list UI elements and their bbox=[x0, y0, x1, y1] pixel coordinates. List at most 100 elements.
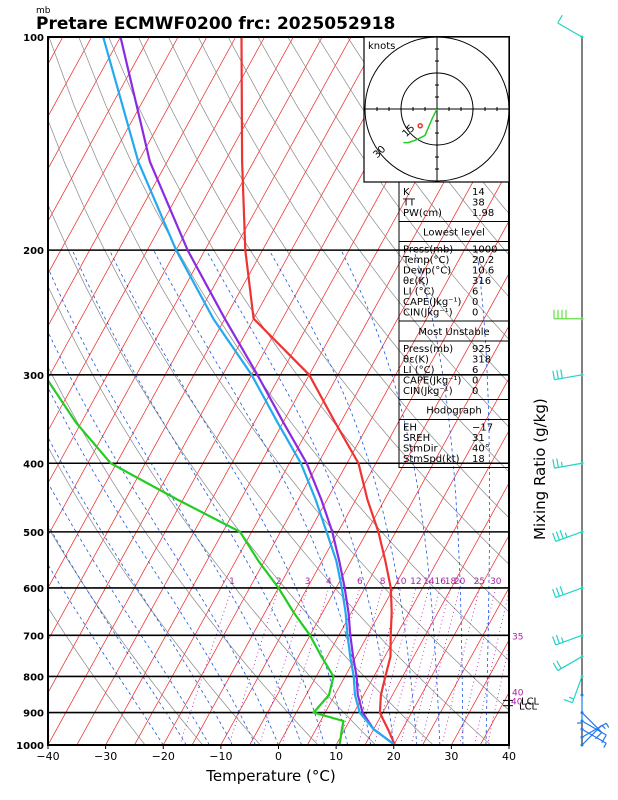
indices-row-name: PW(cm) bbox=[403, 208, 442, 219]
wind-barb-flag bbox=[552, 588, 557, 598]
hodograph-stats-row-value: 31 bbox=[472, 433, 485, 444]
isotherm-line bbox=[48, 37, 179, 275]
mixing-ratio-line bbox=[387, 587, 430, 745]
hodograph-stats-row-name: StmSpd(kt) bbox=[403, 454, 460, 465]
wind-barb-shaft bbox=[554, 374, 583, 381]
hodograph-trace bbox=[403, 108, 438, 144]
hodograph-unit-label: knots bbox=[368, 41, 395, 52]
temperature-tick-labels: −40 −30 −20 −10 0 10 20 30 40 bbox=[36, 745, 516, 763]
isotherm-line bbox=[191, 168, 509, 745]
moist-adiabat-line bbox=[71, 249, 325, 745]
dry-adiabat-line bbox=[108, 37, 509, 613]
hodograph-stats-row-value: −17 bbox=[472, 423, 493, 434]
pressure-tick-label: 1000 bbox=[16, 741, 44, 752]
hodograph-trace-line bbox=[403, 108, 438, 144]
wind-barb-flag bbox=[555, 531, 561, 541]
lowest-level-row-value: 0 bbox=[472, 297, 478, 308]
most-unstable-row-name: θε(K) bbox=[403, 355, 429, 366]
moist-adiabat-line bbox=[48, 524, 187, 745]
hodograph-stats-row-name: SREH bbox=[403, 433, 430, 444]
pressure-tick-label: 100 bbox=[23, 33, 44, 44]
mixing-ratio-label: 10 bbox=[395, 577, 407, 587]
wind-barb-flag bbox=[556, 660, 562, 669]
wind-barb-shaft bbox=[555, 531, 583, 543]
moist-adiabat-line bbox=[48, 330, 279, 745]
mixing-ratio-label: 20 bbox=[454, 577, 466, 587]
mixing-ratio-line bbox=[179, 587, 233, 745]
dry-adiabat-line bbox=[78, 37, 509, 661]
isotherm-line bbox=[48, 37, 265, 432]
pressure-tick-label: 700 bbox=[23, 631, 44, 642]
wind-barb-base bbox=[580, 461, 584, 465]
mixing-ratio-line bbox=[410, 587, 451, 745]
chart-title: Pretare ECMWF0200 frc: 2025052918 bbox=[36, 14, 395, 34]
hodograph-stats-row-name: StmDir bbox=[403, 444, 438, 455]
wind-barb-shaft bbox=[555, 634, 583, 646]
wind-barb-half-flag bbox=[560, 461, 563, 467]
dry-adiabat-line bbox=[287, 37, 509, 340]
dry-adiabat-line bbox=[48, 285, 376, 745]
lcl-label: LCL bbox=[521, 696, 540, 707]
pressure-tick-label: 500 bbox=[23, 528, 44, 539]
wind-barb-flag bbox=[552, 370, 556, 380]
lowest-level-heading: Lowest level bbox=[423, 228, 485, 239]
temperature-tick-label: 40 bbox=[502, 750, 516, 763]
wind-barb-flag bbox=[552, 459, 556, 469]
isotherm-line bbox=[307, 377, 509, 745]
isotherm-line bbox=[422, 587, 509, 745]
x-axis-label: Temperature (°C) bbox=[205, 767, 335, 785]
isotherm-line bbox=[48, 37, 208, 327]
most-unstable-row-value: 0 bbox=[472, 386, 478, 397]
indices-row-value: 1.98 bbox=[472, 208, 494, 219]
most-unstable-row-name: LI (°C) bbox=[403, 365, 435, 376]
lowest-level-row-name: Dewp(°C) bbox=[403, 266, 451, 277]
most-unstable-row-value: 6 bbox=[472, 365, 478, 376]
wind-barb-shaft bbox=[571, 676, 583, 703]
wind-barb-base bbox=[580, 373, 584, 377]
lowest-level-row-value: 6 bbox=[472, 287, 478, 298]
isotherm-line bbox=[364, 482, 509, 745]
wind-barb-flag bbox=[556, 458, 559, 468]
mixing-ratio-line bbox=[259, 587, 308, 745]
mixing-ratio-label: 4 bbox=[326, 577, 332, 587]
wind-barb-flag bbox=[560, 369, 563, 379]
isotherm-line bbox=[508, 744, 509, 745]
wind-barb-flag bbox=[552, 636, 557, 646]
temperature-line bbox=[240, 37, 396, 745]
lowest-level-row-name: CIN(Jkg⁻¹) bbox=[403, 308, 453, 319]
isotherm-line bbox=[48, 37, 237, 380]
temperature-tick-label: 20 bbox=[387, 750, 401, 763]
mixing-ratio-label: 18 bbox=[445, 577, 457, 587]
dry-adiabat-line bbox=[197, 37, 509, 473]
wind-barb-shaft bbox=[557, 22, 583, 38]
wind-barb-flag bbox=[559, 586, 564, 595]
wind-barb-flag bbox=[563, 699, 573, 704]
wind-barb-half-flag bbox=[605, 722, 610, 728]
mixing-ratio-label: 12 bbox=[410, 577, 421, 587]
wind-barb-flag bbox=[595, 731, 603, 740]
dry-adiabat-line bbox=[48, 526, 203, 745]
wind-barb-base bbox=[580, 693, 584, 697]
wind-barb-base bbox=[580, 735, 584, 739]
lowest-level-row-name: LI (°C) bbox=[403, 287, 435, 298]
mixing-ratio-label: 25 bbox=[474, 577, 485, 587]
temperature-tick-label: −10 bbox=[209, 750, 232, 763]
lowest-level-row-value: 10.6 bbox=[472, 266, 494, 277]
wind-barb-base bbox=[580, 586, 584, 590]
indices-row-name: TT bbox=[402, 198, 416, 209]
mixing-ratio-label: 6 bbox=[357, 577, 363, 587]
dry-adiabat-line bbox=[48, 446, 261, 745]
storm-motion-marker bbox=[417, 123, 423, 129]
hodograph-stats-row-name: EH bbox=[403, 423, 417, 434]
dry-adiabat-line bbox=[48, 606, 146, 745]
mixing-ratio-label: 40 bbox=[511, 697, 523, 707]
mixing-ratio-label: 8 bbox=[380, 577, 386, 587]
wind-barb-shaft bbox=[581, 712, 603, 733]
isotherm-line bbox=[48, 37, 323, 537]
pressure-tick-label: 800 bbox=[23, 672, 44, 683]
most-unstable-row-value: 0 bbox=[472, 376, 478, 387]
